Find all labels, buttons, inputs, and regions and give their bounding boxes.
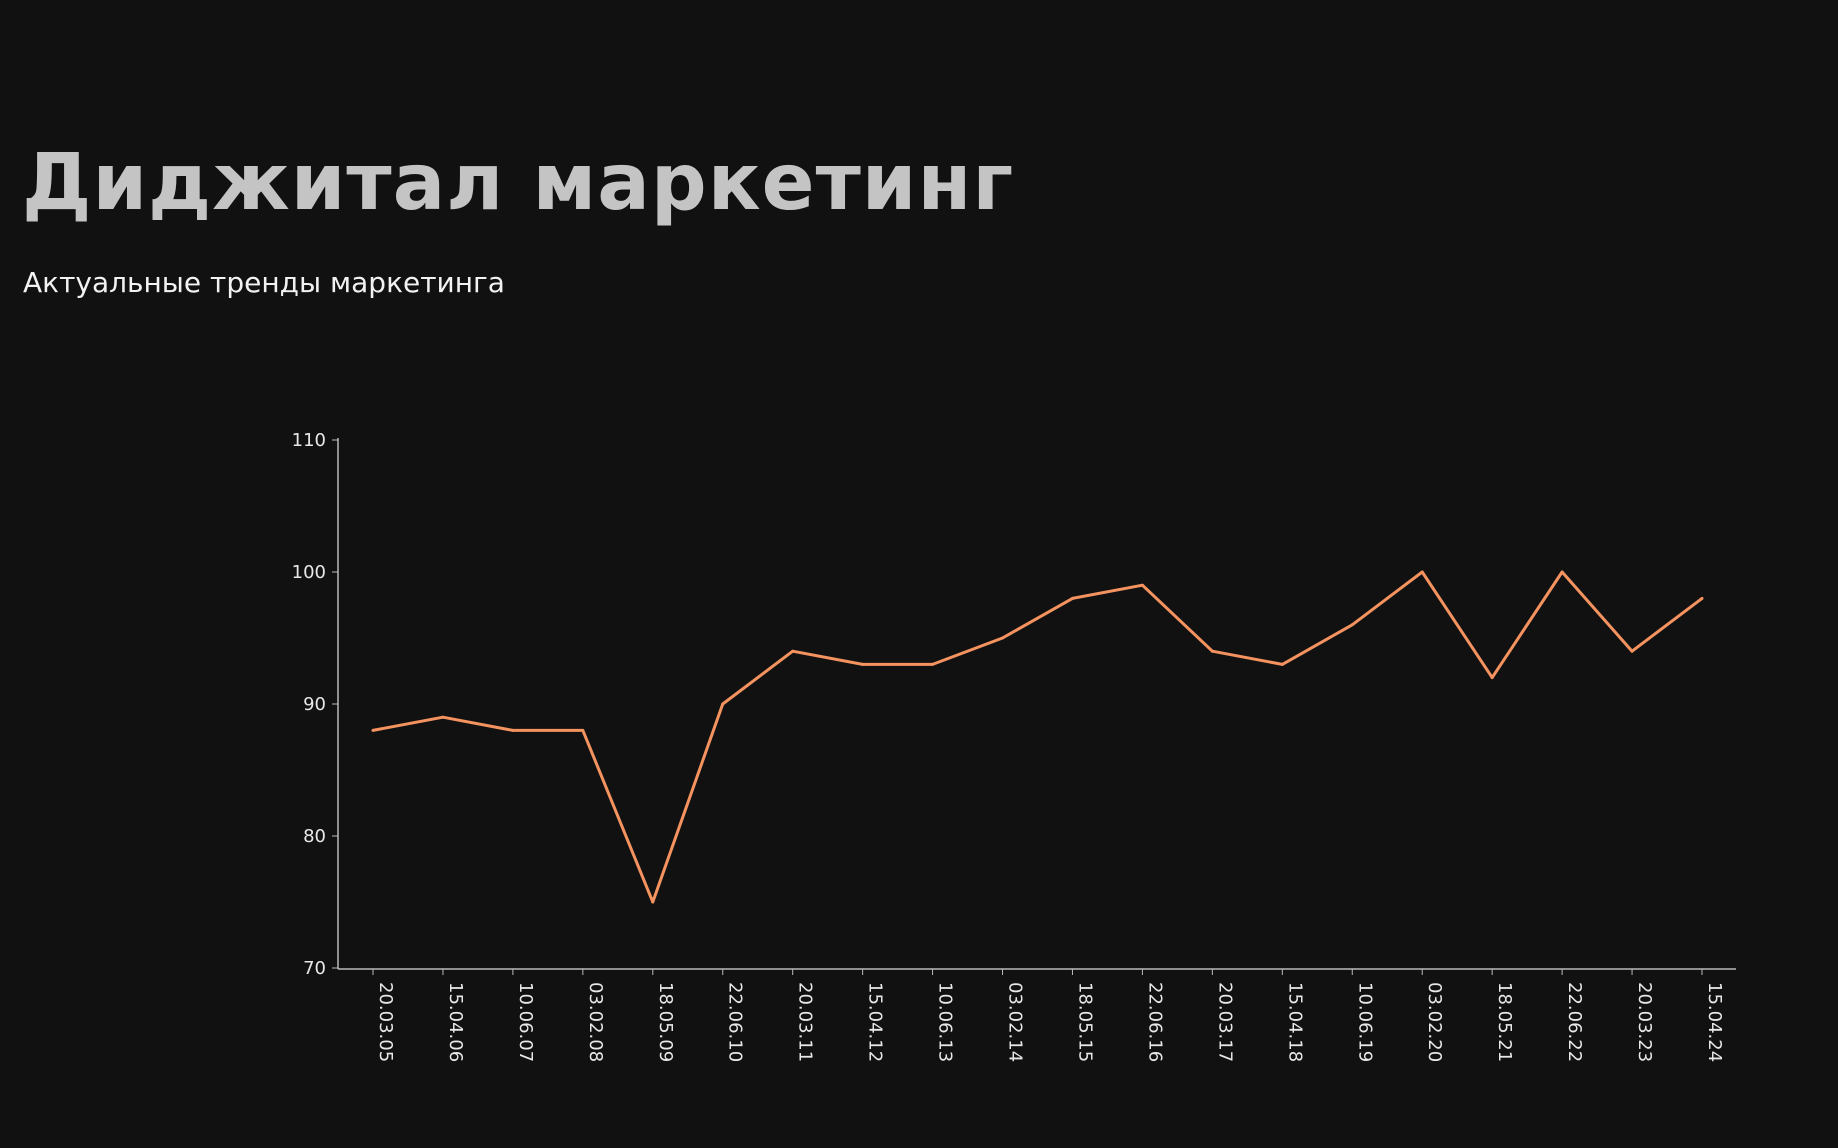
data-point: [721, 702, 725, 706]
x-tick-label: 22.06.22: [1564, 982, 1585, 1062]
data-point: [1560, 570, 1564, 574]
x-tick-label: 15.04.24: [1704, 982, 1725, 1062]
data-point: [371, 728, 375, 732]
x-tick-label: 03.02.08: [585, 982, 606, 1062]
x-tick-label: 18.05.21: [1494, 982, 1515, 1062]
data-point: [1350, 623, 1354, 627]
data-point: [931, 662, 935, 666]
x-tick-label: 20.03.05: [375, 982, 396, 1062]
data-point: [1630, 649, 1634, 653]
x-tick-label: 15.04.18: [1284, 982, 1305, 1062]
data-point: [651, 900, 655, 904]
x-tick-label: 18.05.09: [655, 982, 676, 1062]
data-point: [1001, 636, 1005, 640]
data-point: [1490, 676, 1494, 680]
x-tick-label: 03.02.14: [1005, 982, 1026, 1062]
series-line: [372, 570, 1703, 904]
data-point: [441, 715, 445, 719]
y-tick-label: 80: [303, 826, 326, 847]
x-tick-label: 20.03.11: [795, 982, 816, 1062]
y-tick-label: 70: [303, 958, 326, 979]
x-tick-label: 22.06.16: [1144, 982, 1165, 1062]
data-point: [861, 662, 865, 666]
data-point: [1280, 662, 1284, 666]
data-point: [511, 728, 515, 732]
x-tick-label: 18.05.15: [1074, 982, 1095, 1062]
x-tick-label: 03.02.20: [1424, 982, 1445, 1062]
data-point: [1140, 583, 1144, 587]
x-tick-label: 15.04.06: [445, 982, 466, 1062]
data-point: [581, 728, 585, 732]
x-tick-label: 10.06.07: [515, 982, 536, 1062]
y-tick-label: 100: [292, 562, 326, 583]
data-point: [791, 649, 795, 653]
y-tick-label: 110: [292, 430, 326, 451]
x-tick-label: 22.06.10: [725, 982, 746, 1062]
page-title: Диджитал маркетинг: [22, 138, 1015, 228]
x-tick-label: 20.03.17: [1214, 982, 1235, 1062]
data-point: [1210, 649, 1214, 653]
x-tick-label: 20.03.23: [1634, 982, 1655, 1062]
data-point: [1420, 570, 1424, 574]
y-tick-label: 90: [303, 694, 326, 715]
data-point: [1700, 596, 1704, 600]
page-subtitle: Актуальные тренды маркетинга: [23, 266, 505, 299]
x-tick-label: 10.06.19: [1354, 982, 1375, 1062]
x-tick-label: 15.04.12: [865, 982, 886, 1062]
x-tick-label: 10.06.13: [935, 982, 956, 1062]
data-point: [1070, 596, 1074, 600]
